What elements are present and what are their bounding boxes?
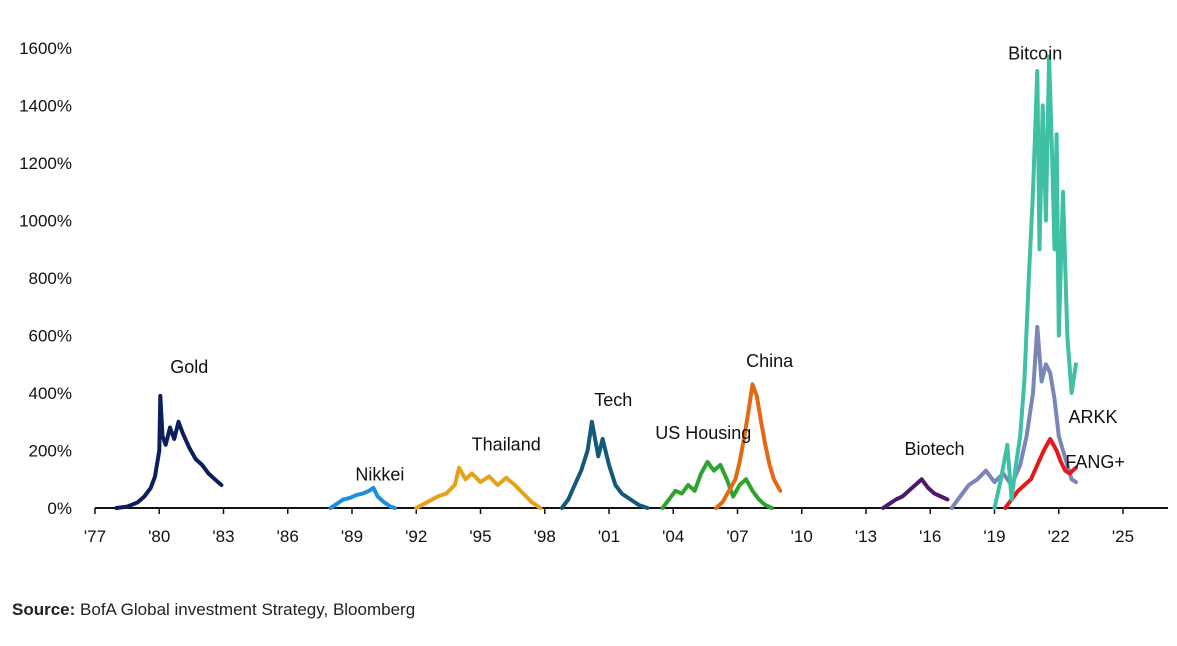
series-line-thailand: [414, 465, 543, 510]
x-tick-label: '89: [341, 527, 363, 546]
x-tick-label: '92: [405, 527, 427, 546]
x-tick-label: '01: [598, 527, 620, 546]
series-line-gold: [114, 393, 224, 510]
y-tick-label: 1600%: [19, 39, 72, 58]
y-tick-label: 400%: [29, 384, 72, 403]
y-tick-label: 800%: [29, 269, 72, 288]
series-label: Thailand: [472, 435, 541, 455]
series-line-biotech: [881, 477, 950, 510]
series-label: Gold: [170, 357, 208, 377]
x-tick-label: '86: [277, 527, 299, 546]
series-line-bitcoin: [992, 54, 1078, 510]
series-label: US Housing: [655, 423, 751, 443]
x-tick-label: '19: [983, 527, 1005, 546]
series-labels: Gold Nikkei Thailand Tech US Housing China Bio…: [170, 44, 1125, 485]
y-tick-label: 200%: [29, 442, 72, 461]
series-label: Nikkei: [355, 465, 404, 485]
series-lines: [114, 54, 1078, 510]
x-tick-label: '13: [855, 527, 877, 546]
series-line-fang: [1003, 437, 1078, 510]
y-tick-label: 600%: [29, 327, 72, 346]
series-line-china: [714, 382, 783, 510]
series-line-us-housing: [660, 460, 774, 510]
x-tick-label: '98: [534, 527, 556, 546]
series-label: ARKK: [1069, 407, 1118, 427]
x-tick-label: '22: [1048, 527, 1070, 546]
source-label: Source:: [12, 600, 76, 619]
x-tick-label: '95: [469, 527, 491, 546]
x-tick-label: '77: [84, 527, 106, 546]
source-text: BofA Global investment Strategy, Bloombe…: [75, 600, 416, 619]
series-label: FANG+: [1065, 452, 1125, 472]
x-tick-label: '25: [1112, 527, 1134, 546]
source-note: Source: BofA Global investment Strategy,…: [12, 600, 415, 620]
y-axis-ticks: 0% 200% 400% 600% 800% 1000% 1200% 1400% 1600%: [19, 39, 72, 518]
chart-canvas: 0% 200% 400% 600% 800% 1000% 1200% 1400% 1600% '…: [19, 39, 1168, 546]
series-label: Bitcoin: [1008, 44, 1062, 64]
y-tick-label: 1000%: [19, 212, 72, 231]
y-tick-label: 1400%: [19, 97, 72, 116]
x-tick-label: '10: [791, 527, 813, 546]
y-tick-label: 0%: [47, 499, 72, 518]
series-label: Biotech: [905, 439, 965, 459]
series-line-arkk: [949, 324, 1078, 510]
series-label: China: [746, 351, 794, 371]
x-tick-label: '07: [726, 527, 748, 546]
series-label: Tech: [594, 390, 632, 410]
x-tick-label: '80: [148, 527, 170, 546]
series-line-nikkei: [328, 485, 397, 510]
x-tick-label: '83: [212, 527, 234, 546]
x-axis-ticks: '77 '80 '83 '86 '89 '92 '95 '98 '01 '04 '07 '10 '13 '…: [84, 508, 1134, 546]
x-tick-label: '04: [662, 527, 684, 546]
series-line-tech: [559, 419, 650, 510]
x-tick-label: '16: [919, 527, 941, 546]
y-tick-label: 1200%: [19, 154, 72, 173]
